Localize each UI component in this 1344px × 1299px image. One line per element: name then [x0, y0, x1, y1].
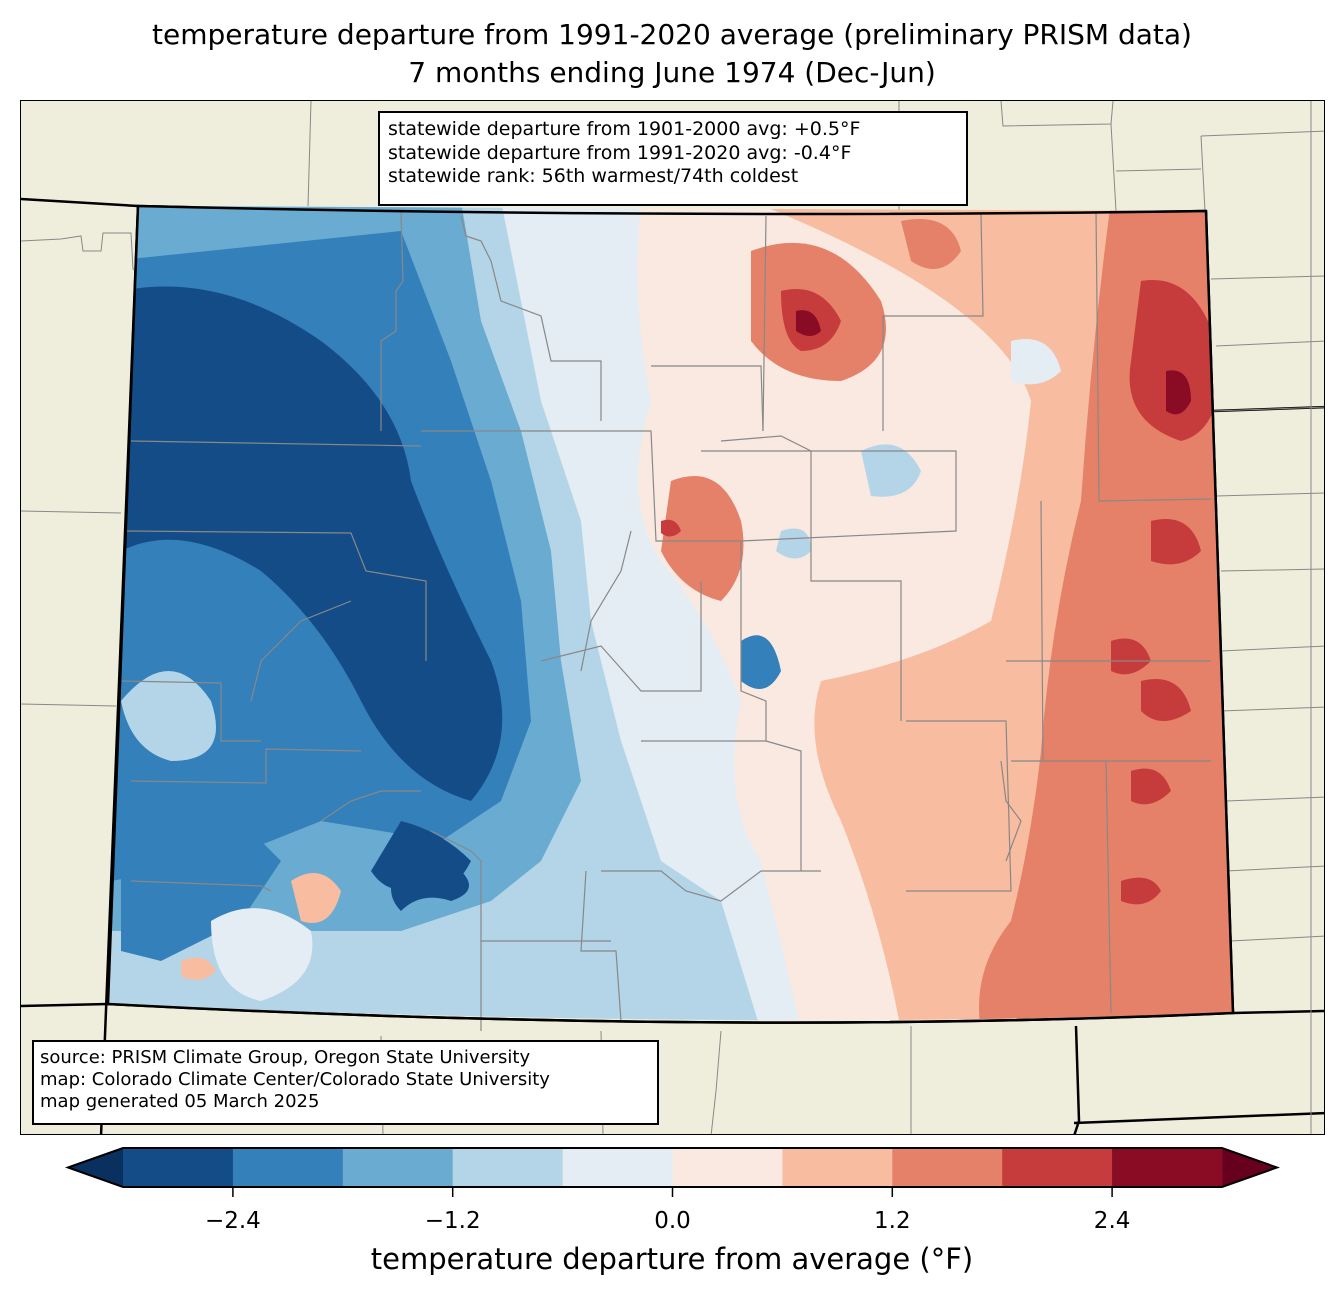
source-line: source: PRISM Climate Group, Oregon Stat… [40, 1047, 531, 1068]
colorbar-outline [65, 1147, 1280, 1188]
contour-region [1129, 280, 1221, 441]
temperature-departure-map [21, 101, 1324, 1134]
colorbar [65, 1147, 1280, 1197]
contour-region [1011, 339, 1061, 385]
neighbor-county-lines [21, 101, 1324, 1134]
colorbar-tick-label: −2.4 [204, 1208, 261, 1234]
contour-region [661, 476, 744, 601]
colorbar-segment [782, 1148, 893, 1187]
generated-date-line: map generated 05 March 2025 [40, 1091, 320, 1112]
contour-region [121, 286, 503, 801]
map-credit-line: map: Colorado Climate Center/Colorado St… [40, 1069, 550, 1090]
chart-title-line1: temperature departure from 1991-2020 ave… [152, 18, 1192, 51]
statewide-stats-box: statewide departure from 1901-2000 avg: … [378, 111, 968, 206]
colorbar-label: temperature departure from average (°F) [370, 1242, 974, 1276]
colorbar-tick-label: −1.2 [424, 1208, 481, 1234]
state-boundary [1073, 1025, 1324, 1134]
colorbar-segment [1002, 1148, 1113, 1187]
contour-region [776, 528, 811, 559]
colorbar-tick-label: 1.2 [874, 1208, 911, 1234]
contour-region [901, 219, 961, 269]
colorado-temperature-field [108, 206, 1233, 1021]
contour-region [1141, 679, 1191, 721]
colorbar-segment [232, 1148, 344, 1187]
colorado-county-lines [120, 210, 1212, 1031]
contour-region [291, 873, 341, 923]
contour-region [1166, 370, 1191, 415]
colorbar-tick-label: 2.4 [1093, 1208, 1131, 1234]
map-panel [20, 100, 1325, 1135]
contour-region [1121, 877, 1161, 905]
colorbar-segment [452, 1148, 564, 1187]
contour-region [861, 444, 921, 497]
source-box: source: PRISM Climate Group, Oregon Stat… [32, 1040, 659, 1125]
contour-region [741, 635, 781, 689]
stat-departure-1991-2020: statewide departure from 1991-2020 avg: … [388, 141, 852, 164]
colorbar-segment [892, 1148, 1003, 1187]
stat-rank: statewide rank: 56th warmest/74th coldes… [388, 165, 799, 187]
colorbar-segment [1112, 1148, 1223, 1187]
contour-region [796, 310, 821, 336]
contour-region [211, 908, 313, 1001]
contour-region [121, 671, 216, 761]
contour-region [661, 519, 681, 537]
contour-region [1151, 519, 1201, 565]
colorbar-segment [123, 1148, 234, 1187]
colorbar-segment [672, 1148, 783, 1187]
chart-title-line2: 7 months ending June 1974 (Dec-Jun) [408, 56, 936, 89]
colorbar-segment [342, 1148, 454, 1187]
colorbar-segment [562, 1148, 673, 1187]
contour-region [1131, 768, 1171, 805]
contour-region [181, 957, 216, 980]
contour-region [391, 853, 469, 911]
colorado-border [106, 204, 1235, 1024]
colorbar-under-arrow [68, 1148, 123, 1187]
colorbar-tick-label: 0.0 [654, 1208, 691, 1234]
colorbar-over-arrow [1222, 1148, 1277, 1187]
stat-departure-1901-2000: statewide departure from 1901-2000 avg: … [388, 118, 861, 140]
contour-region [1111, 638, 1151, 675]
